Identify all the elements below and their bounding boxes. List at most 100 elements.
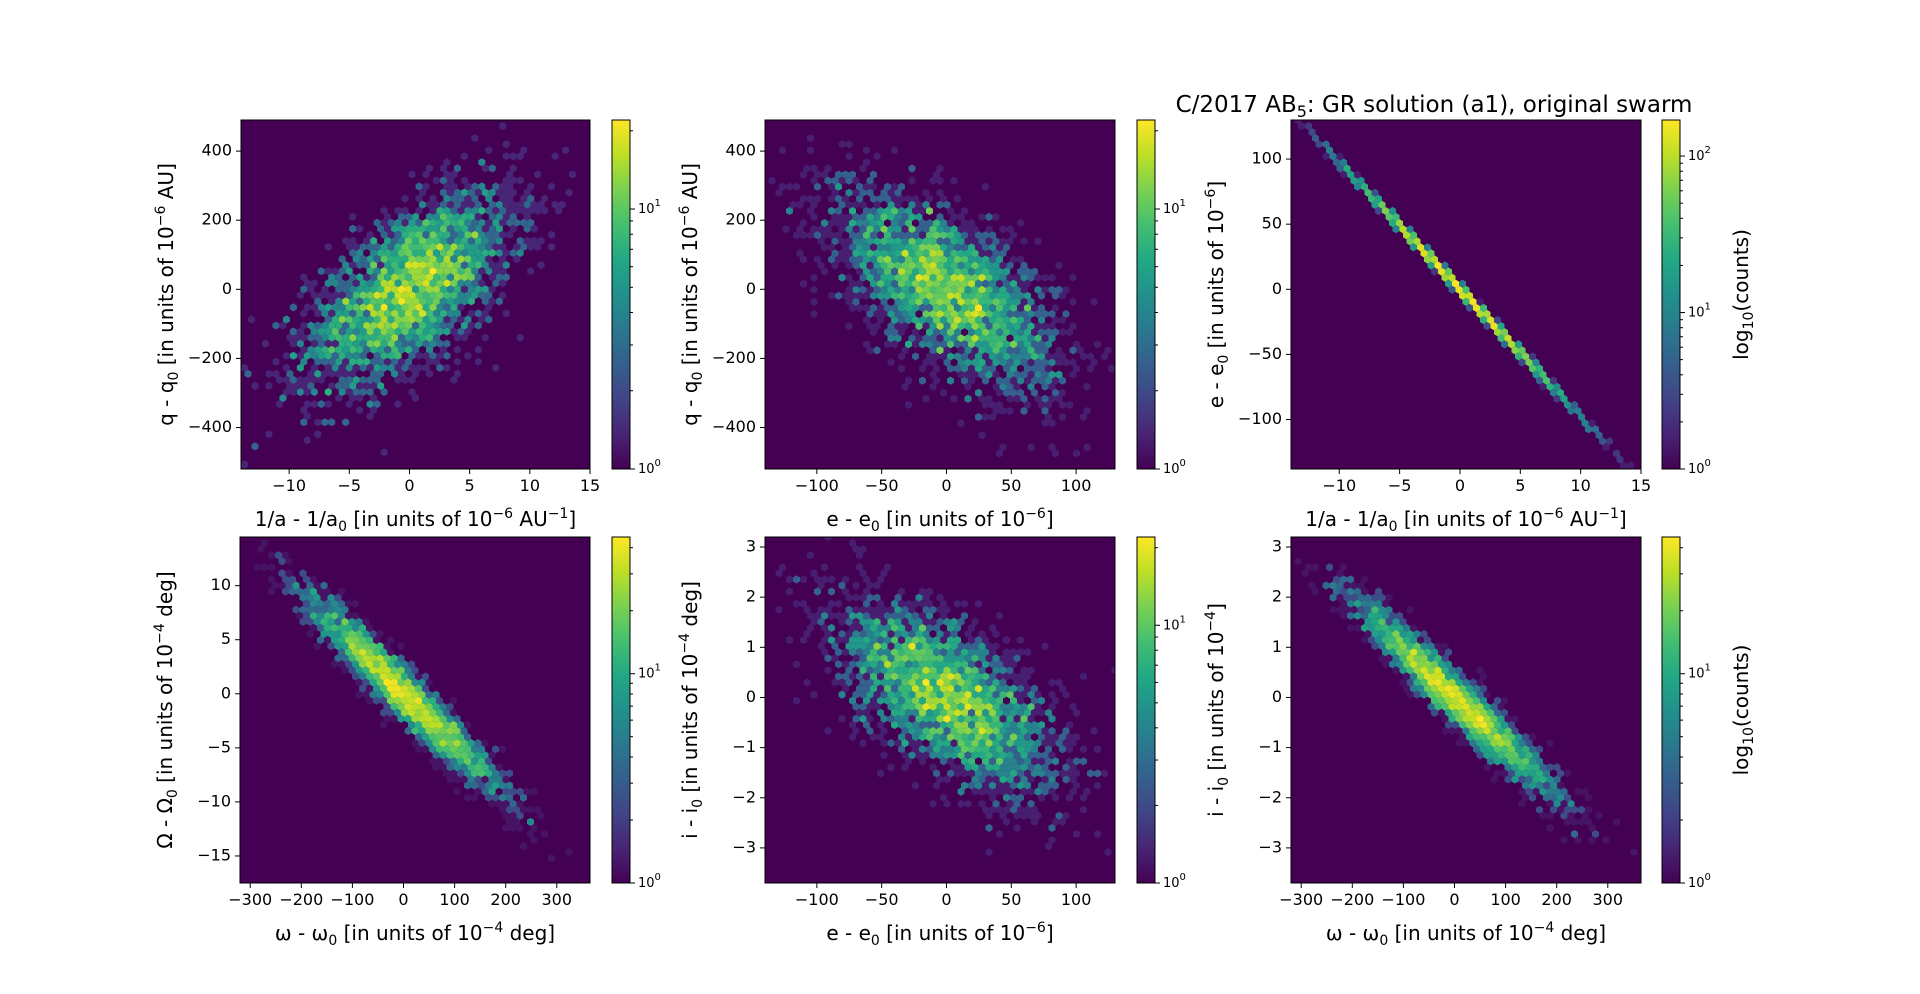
hex-cell xyxy=(387,351,395,360)
hex-cell xyxy=(884,684,891,693)
hex-cell xyxy=(303,388,311,397)
hex-cell xyxy=(401,194,409,203)
hex-cell xyxy=(1378,654,1386,663)
hex-cell xyxy=(485,769,492,778)
hex-cell xyxy=(1431,672,1438,681)
hex-cell xyxy=(1511,775,1519,784)
hex-cell xyxy=(835,660,842,669)
hex-cell xyxy=(1476,739,1484,748)
hex-cell xyxy=(1476,714,1484,723)
hex-cell xyxy=(397,690,405,699)
hex-cell xyxy=(464,720,471,729)
hex-cell xyxy=(356,224,364,233)
hex-cell xyxy=(894,714,902,723)
hex-cell xyxy=(356,321,364,330)
hex-cell xyxy=(1487,316,1494,325)
hex-cell xyxy=(926,636,933,645)
hex-cell xyxy=(562,146,570,155)
hex-cell xyxy=(342,261,350,270)
hex-cell xyxy=(929,654,937,663)
hex-cell xyxy=(926,611,933,620)
hex-cell xyxy=(303,436,311,445)
hex-cell xyxy=(905,684,912,693)
hex-cell xyxy=(1059,328,1066,337)
hex-cell xyxy=(978,799,986,808)
hex-cell xyxy=(1052,316,1059,325)
hex-cell xyxy=(349,212,357,221)
hex-cell xyxy=(303,279,311,288)
hex-cell xyxy=(999,654,1007,663)
hex-cell xyxy=(982,781,989,790)
hex-cell xyxy=(838,212,846,222)
hex-cell xyxy=(1413,249,1421,258)
hex-cell xyxy=(887,212,895,222)
hex-cell xyxy=(971,763,979,772)
hex-cell xyxy=(1536,376,1543,385)
hex-cell xyxy=(940,636,947,645)
x-axis-label: e - e0 [in units of 10−6] xyxy=(826,506,1053,535)
hex-cell xyxy=(1441,726,1449,735)
hex-cell xyxy=(912,684,919,693)
hex-cell xyxy=(1539,382,1547,391)
figure-title: C/2017 AB5: GR solution (a1), original s… xyxy=(1176,92,1693,121)
hex-cell xyxy=(432,714,440,723)
hex-cell xyxy=(289,575,296,584)
hex-cell xyxy=(366,279,374,288)
hex-cell xyxy=(936,273,944,282)
hex-cell xyxy=(422,291,430,300)
hex-cell xyxy=(1406,605,1414,614)
hex-cell xyxy=(1013,811,1021,820)
hex-cell xyxy=(268,563,275,572)
hex-cell xyxy=(366,327,374,336)
hex-cell xyxy=(408,375,416,384)
hex-cell xyxy=(968,340,975,349)
hex-cell xyxy=(502,787,510,796)
hex-cell xyxy=(1410,660,1417,669)
hex-cell xyxy=(1595,431,1603,440)
hex-cell xyxy=(398,369,405,378)
hex-cell xyxy=(996,611,1003,620)
hex-cell xyxy=(968,231,975,240)
hex-cell xyxy=(891,328,898,337)
hex-cell xyxy=(1055,811,1063,820)
hex-cell xyxy=(335,369,343,378)
hex-cell xyxy=(1585,805,1592,814)
hex-cell xyxy=(922,751,930,760)
hex-cell xyxy=(338,279,346,288)
hex-cell xyxy=(1041,394,1049,403)
hex-cell xyxy=(1564,400,1571,409)
hex-cell xyxy=(1515,769,1522,778)
hex-cell xyxy=(842,672,849,681)
hex-cell xyxy=(838,176,846,185)
hex-cell xyxy=(842,648,849,657)
hex-cell xyxy=(1399,212,1407,222)
hex-cell xyxy=(821,170,828,179)
hex-cell xyxy=(426,309,433,318)
hex-cell xyxy=(1038,757,1045,766)
hex-cell xyxy=(880,261,888,270)
hex-cell xyxy=(1031,757,1038,766)
hex-cell xyxy=(408,230,416,239)
hex-cell xyxy=(838,273,846,282)
hex-cell xyxy=(398,248,405,257)
hex-cell xyxy=(373,291,381,300)
hex-cell xyxy=(1364,188,1372,197)
hex-cell xyxy=(261,563,268,572)
hex-cell xyxy=(901,726,909,735)
hex-cell xyxy=(377,345,385,354)
hex-cell xyxy=(296,611,303,620)
hex-cell xyxy=(744,231,751,239)
hex-cell xyxy=(901,702,909,711)
hex-cell xyxy=(880,714,888,723)
hex-cell xyxy=(954,636,961,645)
hex-cell xyxy=(1308,128,1316,137)
hex-cell xyxy=(373,242,381,251)
hex-cell xyxy=(369,666,377,675)
hex-cell xyxy=(443,745,450,754)
hex-cell xyxy=(1476,702,1484,711)
hex-cell xyxy=(1616,455,1624,464)
hex-cell xyxy=(957,714,965,723)
hex-cell xyxy=(366,388,374,397)
hex-cell xyxy=(873,629,881,639)
hex-cell xyxy=(495,212,503,221)
